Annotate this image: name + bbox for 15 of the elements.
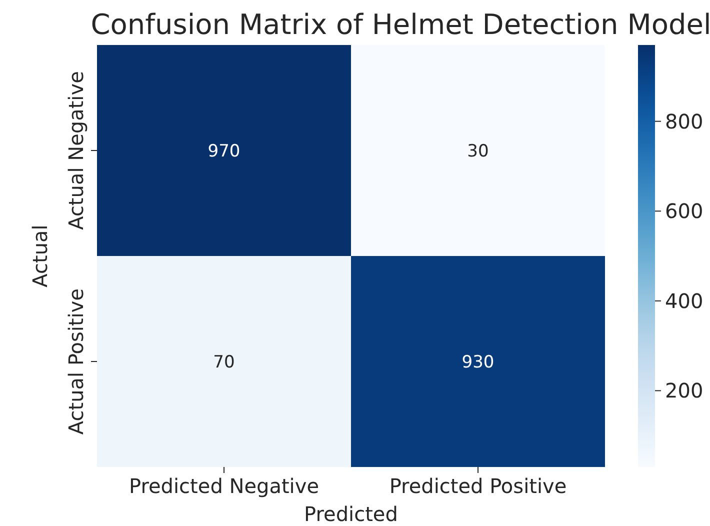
color-bar-label: 800	[665, 109, 704, 134]
y-tick-label: Actual Negative	[64, 71, 88, 230]
x-tick-label: Predicted Positive	[389, 474, 567, 498]
x-tick-label: Predicted Negative	[129, 474, 319, 498]
chart-title: Confusion Matrix of Helmet Detection Model	[90, 8, 710, 41]
data-label: 930	[462, 352, 494, 372]
color-bar-label: 400	[665, 288, 704, 313]
y-tick-label: Actual Positive	[64, 288, 88, 435]
data-label: 970	[208, 141, 240, 162]
x-axis-title: Predicted	[304, 502, 398, 526]
data-label: 70	[213, 352, 235, 372]
color-bar-label: 200	[665, 378, 704, 403]
data-label: 30	[467, 141, 489, 162]
color-bar-label: 600	[665, 199, 704, 224]
y-axis-title: Actual	[28, 224, 52, 288]
